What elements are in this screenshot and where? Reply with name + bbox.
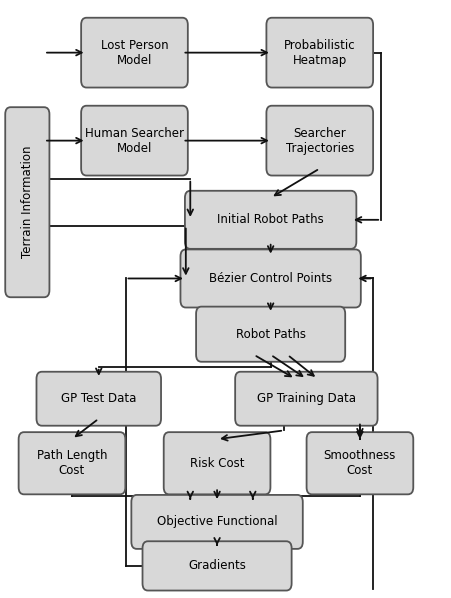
- FancyBboxPatch shape: [142, 541, 291, 591]
- FancyBboxPatch shape: [81, 18, 188, 87]
- Text: Gradients: Gradients: [188, 559, 245, 572]
- FancyBboxPatch shape: [81, 106, 188, 176]
- Text: Risk Cost: Risk Cost: [189, 457, 244, 470]
- Text: Robot Paths: Robot Paths: [235, 328, 305, 341]
- FancyBboxPatch shape: [184, 191, 355, 249]
- Text: Initial Robot Paths: Initial Robot Paths: [217, 213, 323, 226]
- Text: GP Test Data: GP Test Data: [61, 392, 136, 405]
- Text: Bézier Control Points: Bézier Control Points: [209, 272, 331, 285]
- FancyBboxPatch shape: [37, 372, 161, 426]
- FancyBboxPatch shape: [266, 106, 372, 176]
- Text: Lost Person
Model: Lost Person Model: [101, 39, 168, 66]
- FancyBboxPatch shape: [306, 432, 412, 495]
- FancyBboxPatch shape: [131, 495, 302, 549]
- FancyBboxPatch shape: [180, 249, 360, 307]
- Text: Terrain Information: Terrain Information: [21, 146, 34, 258]
- Text: Human Searcher
Model: Human Searcher Model: [85, 127, 184, 155]
- Text: Smoothness
Cost: Smoothness Cost: [323, 449, 395, 477]
- Text: Searcher
Trajectories: Searcher Trajectories: [285, 127, 353, 155]
- FancyBboxPatch shape: [266, 18, 372, 87]
- FancyBboxPatch shape: [5, 107, 49, 297]
- Text: Probabilistic
Heatmap: Probabilistic Heatmap: [283, 39, 355, 66]
- FancyBboxPatch shape: [163, 432, 270, 495]
- FancyBboxPatch shape: [235, 372, 377, 426]
- Text: Objective Functional: Objective Functional: [156, 515, 277, 529]
- FancyBboxPatch shape: [196, 307, 345, 362]
- Text: Path Length
Cost: Path Length Cost: [37, 449, 107, 477]
- FancyBboxPatch shape: [18, 432, 125, 495]
- Text: GP Training Data: GP Training Data: [256, 392, 355, 405]
